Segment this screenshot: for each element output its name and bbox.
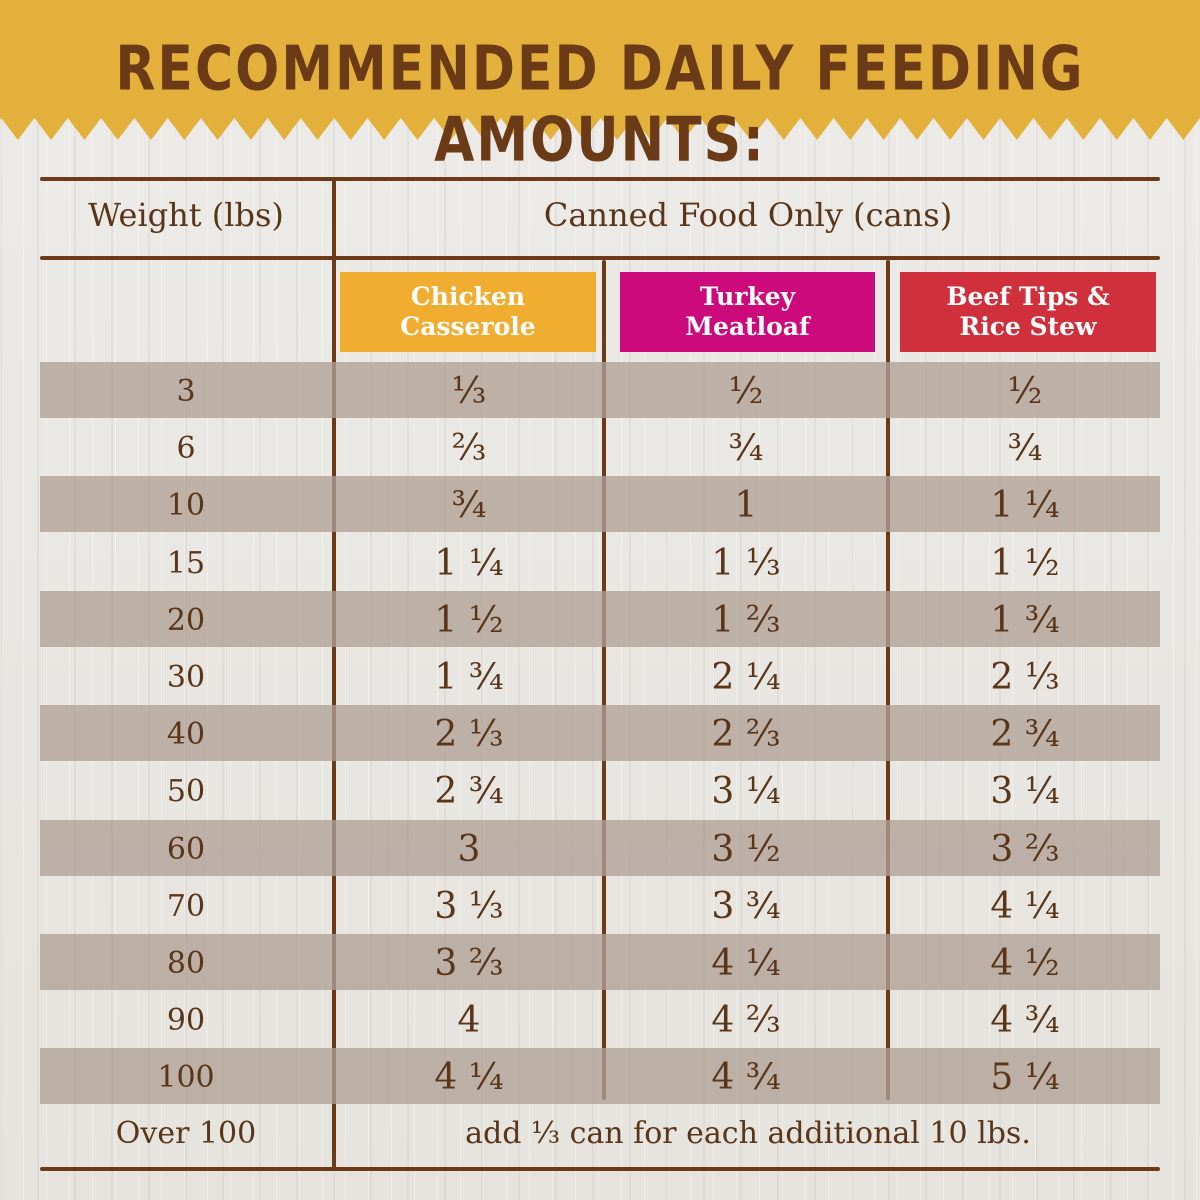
beef-amount-cell: 1 ½ (990, 542, 1060, 584)
turkey-amount-cell: ¾ (728, 428, 764, 470)
beef-amount-cell: 3 ⅔ (990, 828, 1060, 870)
turkey-amount-cell: 1 (734, 485, 758, 527)
row-stripe (40, 705, 1160, 762)
chicken-amount-cell: 3 ⅔ (434, 943, 504, 984)
weight-cell: 80 (166, 946, 206, 981)
beef-amount-cell: ¾ (1007, 428, 1043, 470)
beef-header-line-1: Beef Tips & (946, 282, 1110, 311)
beef-amount-cell: 1 ¾ (990, 599, 1060, 641)
beef-amount-cell: 4 ½ (990, 943, 1060, 984)
beef-amount-cell: 3 ¼ (990, 771, 1060, 813)
weight-cell: 60 (166, 831, 206, 867)
turkey-amount-cell: 4 ¼ (711, 943, 781, 984)
chicken-amount-cell: ¾ (451, 485, 487, 527)
weight-cell: 30 (166, 660, 206, 695)
turkey-amount-cell: 3 ¾ (711, 885, 781, 927)
weight-cell: 90 (166, 1003, 206, 1039)
weight-cell: 70 (166, 888, 206, 924)
weight-column-divider (332, 180, 336, 1170)
chicken-amount-cell: 1 ¼ (434, 542, 504, 584)
chicken-amount-cell: 4 (457, 1000, 481, 1042)
row-stripe (40, 1048, 1160, 1105)
beef-amount-cell: ½ (1007, 371, 1043, 412)
chicken-turkey-divider (602, 260, 606, 1100)
beef-amount-cell: 2 ¾ (990, 714, 1060, 756)
weight-cell: 6 (176, 431, 196, 467)
turkey-amount-cell: 4 ¾ (711, 1057, 781, 1099)
weight-cell: 20 (166, 602, 206, 638)
turkey-amount-cell: 3 ¼ (711, 771, 781, 813)
table-top-rule (40, 177, 1160, 181)
chicken-header-line-1: Chicken (410, 282, 526, 311)
turkey-amount-cell: 4 ⅔ (711, 1000, 781, 1042)
chicken-casserole-header: Chicken Casserole (340, 272, 596, 352)
beef-amount-cell: 2 ⅓ (990, 657, 1060, 698)
chicken-amount-cell: 3 ⅓ (434, 885, 504, 927)
beef-header-line-2: Rice Stew (959, 312, 1097, 341)
chicken-amount-cell: 2 ¾ (434, 771, 504, 813)
footer-weight: Over 100 (115, 1116, 257, 1151)
chicken-amount-cell: 3 (457, 828, 481, 870)
beef-amount-cell: 4 ¼ (990, 885, 1060, 927)
turkey-amount-cell: 2 ¼ (711, 657, 781, 698)
turkey-amount-cell: 2 ⅔ (711, 714, 781, 756)
turkey-beef-divider (886, 260, 890, 1100)
chicken-amount-cell: 1 ¾ (434, 657, 504, 698)
chicken-amount-cell: 4 ¼ (434, 1057, 504, 1099)
weight-header: Weight (lbs) (88, 196, 284, 234)
chicken-amount-cell: ⅓ (451, 371, 487, 412)
beef-amount-cell: 1 ¼ (990, 485, 1060, 527)
table-bottom-rule (40, 1167, 1160, 1171)
turkey-amount-cell: ½ (728, 371, 764, 412)
turkey-amount-cell: 1 ⅓ (711, 542, 781, 584)
beef-amount-cell: 5 ¼ (990, 1057, 1060, 1099)
chicken-amount-cell: 1 ½ (434, 599, 504, 641)
page-title: RECOMMENDED DAILY FEEDING AMOUNTS: (115, 34, 1085, 176)
turkey-header-line-1: Turkey (699, 282, 796, 311)
row-stripe (40, 476, 1160, 533)
weight-cell: 40 (166, 717, 206, 753)
beef-tips-rice-stew-header: Beef Tips & Rice Stew (900, 272, 1156, 352)
chicken-amount-cell: 2 ⅓ (434, 714, 504, 756)
weight-cell: 10 (166, 488, 206, 524)
row-stripe (40, 362, 1160, 418)
weight-cell: 3 (176, 374, 196, 409)
row-stripe (40, 590, 1160, 647)
title-banner: RECOMMENDED DAILY FEEDING AMOUNTS: (0, 0, 1200, 176)
weight-cell: 15 (166, 545, 206, 581)
canned-header: Canned Food Only (cans) (543, 196, 953, 234)
turkey-header-line-2: Meatloaf (685, 312, 810, 341)
turkey-meatloaf-header: Turkey Meatloaf (620, 272, 875, 352)
beef-amount-cell: 4 ¾ (990, 1000, 1060, 1042)
chicken-amount-cell: ⅔ (451, 428, 487, 470)
header-rule (40, 256, 1160, 260)
row-stripe (40, 819, 1160, 876)
footer-note: add ⅓ can for each additional 10 lbs. (465, 1116, 1031, 1151)
row-stripe (40, 934, 1160, 990)
chicken-header-line-2: Casserole (400, 312, 536, 341)
weight-cell: 100 (157, 1060, 215, 1096)
turkey-amount-cell: 3 ½ (711, 828, 781, 870)
turkey-amount-cell: 1 ⅔ (711, 599, 781, 641)
weight-cell: 50 (166, 774, 206, 810)
